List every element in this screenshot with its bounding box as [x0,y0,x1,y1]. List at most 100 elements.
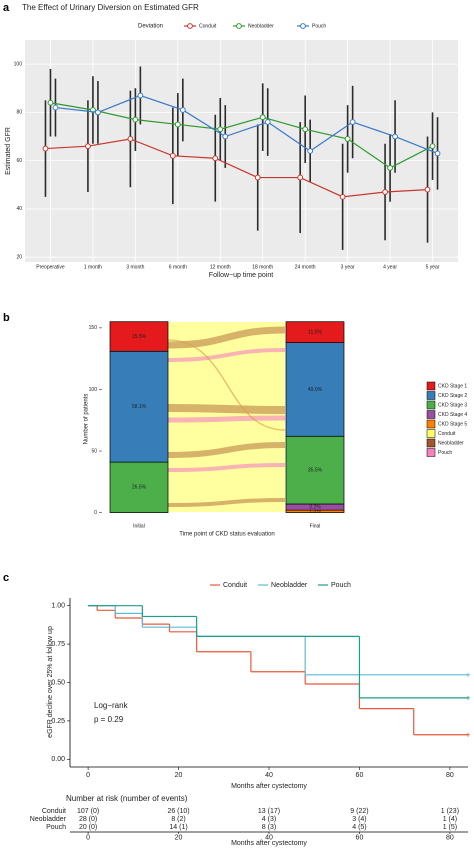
legend-label: Neobladder [438,440,464,446]
value-label: 49.0% [308,387,323,393]
risk-cell: 4 (5) [352,824,366,831]
x-tick-label: 80 [446,834,454,841]
legend-swatch [426,419,436,429]
y-axis-title: eGFR decline over 25% at follow up [47,626,54,738]
x-axis-title: Time point of CKD status evaluation [179,532,275,538]
legend-label: CKD Stage 5 [438,421,467,427]
legend-label: CKD Stage 1 [438,383,467,389]
point [434,150,441,157]
legend-label: Neobladder [271,582,308,589]
x-tick-label: 4 year [383,264,397,270]
legend-label: Conduit [223,582,247,589]
legend-swatch [426,438,436,448]
risk-row-label: Conduit [42,808,66,815]
y-tick-label: 150 [89,325,98,331]
legend-label: CKD Stage 2 [438,393,467,399]
risk-row-label: Pouch [46,824,66,831]
legend-swatch [187,23,193,29]
x-tick-label: 60 [356,772,364,779]
legend-label: Pouch [312,23,326,29]
risk-cell: 28 (0) [79,816,97,823]
risk-table-title: Number at risk (number of events) [66,794,188,803]
censor-mark [466,732,470,737]
point [132,116,139,123]
x-tick-label: Initial [133,523,145,529]
series-line [45,138,428,198]
y-tick-label: 0.75 [51,641,65,648]
x-tick-label: 6 month [169,264,187,270]
y-tick-label: 100 [14,61,23,67]
point [339,193,346,200]
value-label: 26.5% [132,485,147,491]
risk-cell: 4 (3) [262,816,276,823]
x-tick-label: Preoperative [36,264,65,270]
y-axis-title: Number of patients [84,394,90,445]
y-tick-label: 40 [16,206,22,212]
point [137,92,144,99]
censor-mark [466,695,470,700]
x-tick-label: Final [310,523,321,529]
annotation: Log−rank [94,701,129,710]
chart-title: The Effect of Urinary Diversion on Estim… [22,3,199,12]
series-line [50,102,433,169]
value-label: 1.3% [309,509,321,515]
legend-label: Pouch [331,582,351,589]
point [392,133,398,140]
risk-row-label: Neobladder [30,816,67,823]
point [179,107,186,113]
flow-ribbon [167,404,286,414]
y-tick-label: 0 [94,510,97,516]
point [264,119,271,125]
y-tick-label: 50 [91,448,97,454]
point [382,189,388,195]
x-tick-label: 3 month [126,264,144,270]
point [47,99,54,106]
x-tick-label: 1 month [84,264,102,270]
point [95,109,101,116]
point [254,174,261,181]
legend-title: Deviation [138,24,163,30]
annotation: p = 0.29 [94,715,124,724]
risk-cell: 9 (22) [350,808,368,815]
x-tick-label: 40 [265,834,273,841]
x-tick-label: 80 [446,772,454,779]
panel-label: b [3,312,10,324]
series-line [55,94,438,154]
y-axis-title: Estimated GFR [5,127,12,175]
stratum [285,435,345,505]
plot-background [25,40,458,262]
panel-label: c [3,572,9,584]
legend-label: CKD Stage 3 [438,402,467,408]
point [212,155,219,162]
y-tick-label: 60 [16,158,22,164]
x-axis-title: Months after cystectomy [231,840,307,847]
risk-cell: 1 (4) [443,816,457,823]
point [42,145,49,152]
legend-label: CKD Stage 4 [438,412,467,418]
risk-cell: 20 (0) [79,824,97,831]
x-axis-title: Follow−up time point [209,272,273,279]
point [127,136,134,142]
point [424,186,431,193]
point [85,143,91,150]
legend-label: Neobladder [248,23,274,29]
x-tick-label: 24 month [295,264,316,270]
legend-swatch [300,23,306,29]
y-tick-label: 1.00 [51,603,65,610]
x-tick-label: 40 [265,772,273,779]
legend-swatch [426,391,436,400]
point [217,126,224,133]
censor-mark [466,672,470,677]
legend-swatch [426,381,436,391]
risk-cell: 1 (5) [443,824,457,831]
risk-cell: 3 (4) [352,816,366,823]
value-label: 35.5% [308,467,323,473]
flow-ribbon [167,339,286,431]
risk-cell: 26 (10) [167,808,189,815]
y-tick-label: 20 [16,255,22,261]
point [344,136,351,142]
legend-label: Pouch [438,450,452,456]
risk-cell: 107 (0) [77,808,99,815]
value-label: 15.5% [132,334,147,340]
legend-label: Conduit [199,23,217,29]
